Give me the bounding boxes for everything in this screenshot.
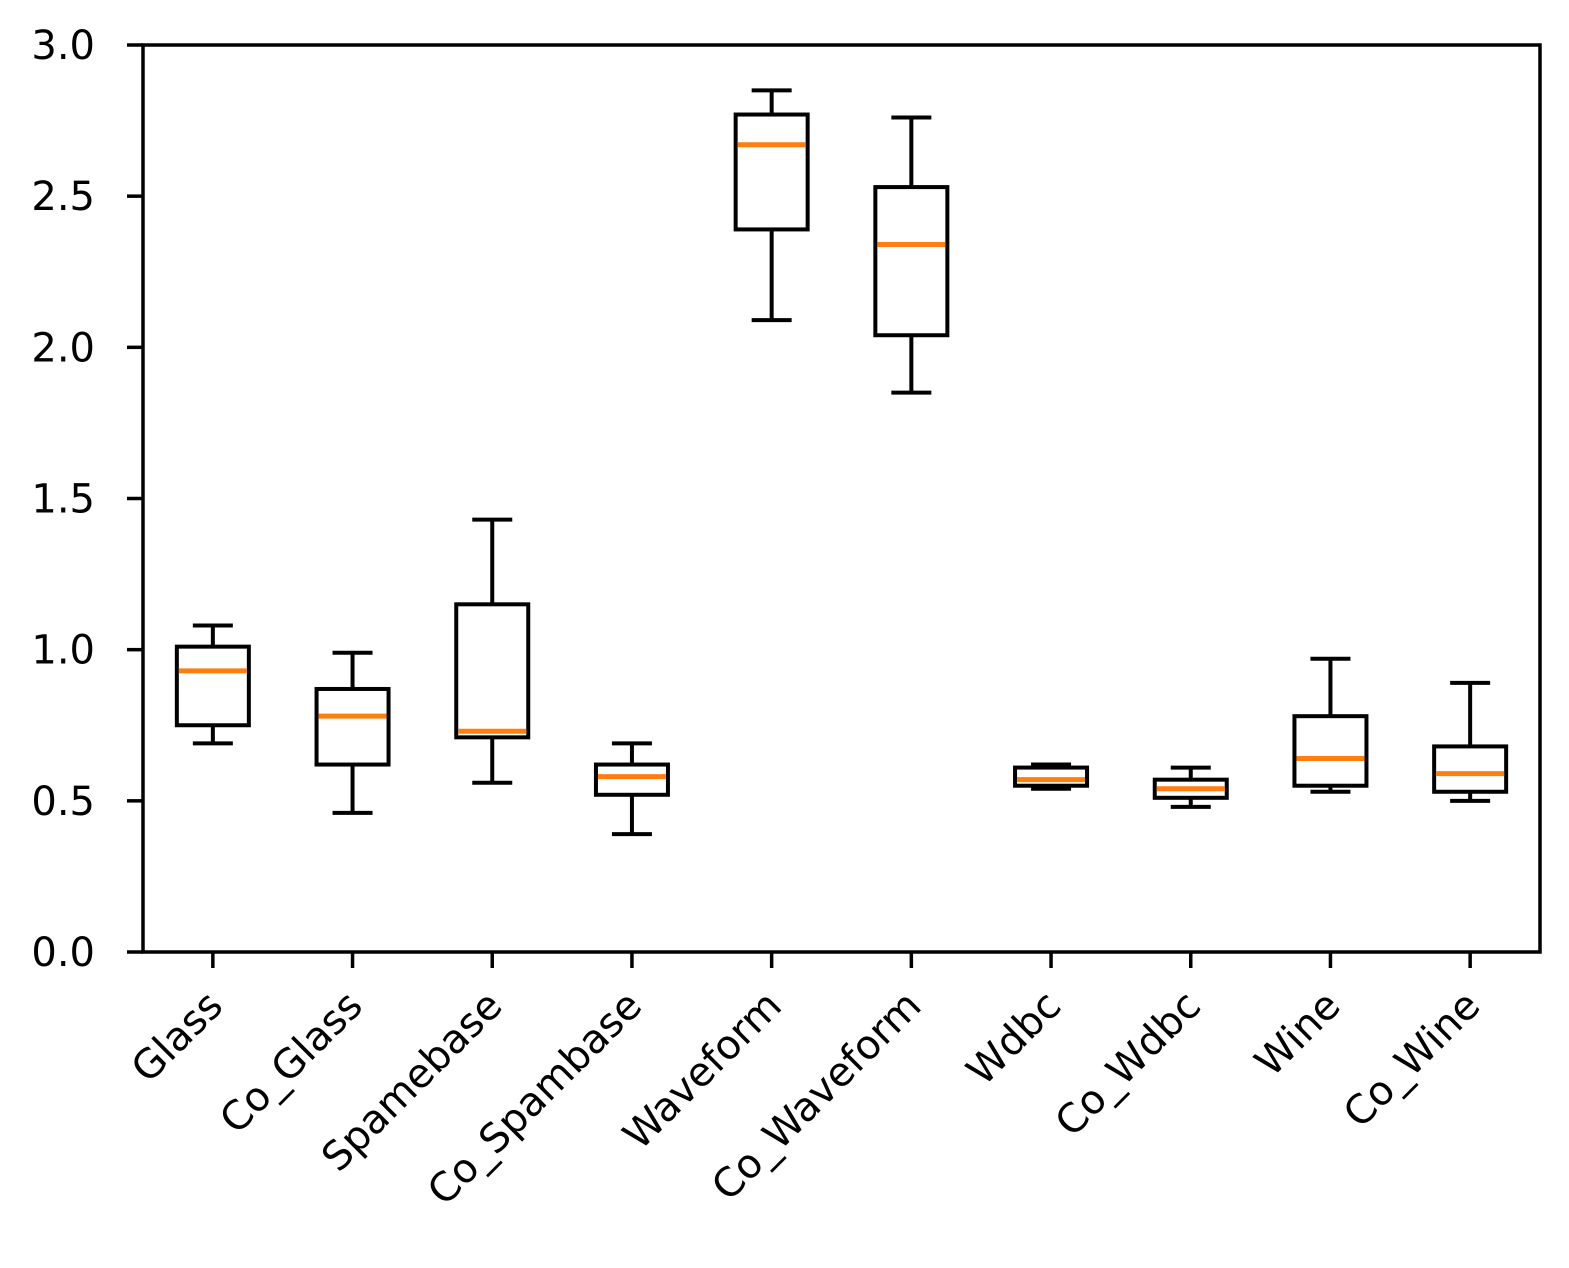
y-tick-label: 2.5 bbox=[31, 174, 95, 220]
iqr-box bbox=[1432, 744, 1509, 794]
iqr-box bbox=[593, 762, 670, 797]
x-tick-label: Co_Wdbc bbox=[1047, 983, 1210, 1146]
y-tick-label: 3.0 bbox=[31, 23, 95, 69]
iqr-box bbox=[174, 644, 251, 728]
x-tick-label: Wdbc bbox=[958, 983, 1070, 1095]
x-tick-label: Wine bbox=[1246, 983, 1349, 1086]
y-tick-label: 0.0 bbox=[31, 930, 95, 976]
plot-frame bbox=[141, 43, 1542, 954]
box-co-wine bbox=[1432, 680, 1509, 803]
x-tick-label: Glass bbox=[123, 983, 232, 1092]
y-tick-label: 0.5 bbox=[31, 779, 95, 825]
x-tick-label: Co_Wine bbox=[1335, 983, 1489, 1137]
iqr-box bbox=[1292, 714, 1369, 788]
iqr-box bbox=[454, 602, 531, 740]
box-spamebase bbox=[454, 517, 531, 785]
box-wine bbox=[1292, 656, 1369, 794]
box-co-spambase bbox=[593, 741, 670, 837]
box-co-waveform bbox=[873, 115, 950, 395]
box-waveform bbox=[733, 88, 810, 323]
y-tick-label: 1.5 bbox=[31, 477, 95, 523]
iqr-box bbox=[1013, 765, 1090, 788]
y-tick-label: 1.0 bbox=[31, 628, 95, 674]
iqr-box bbox=[873, 185, 950, 338]
box-co-wdbc bbox=[1152, 765, 1229, 809]
box-wdbc bbox=[1013, 762, 1090, 791]
box-co-glass bbox=[314, 650, 391, 815]
box-glass bbox=[174, 623, 251, 746]
y-tick-label: 2.0 bbox=[31, 325, 95, 371]
iqr-box bbox=[314, 686, 391, 767]
iqr-box bbox=[733, 112, 810, 232]
